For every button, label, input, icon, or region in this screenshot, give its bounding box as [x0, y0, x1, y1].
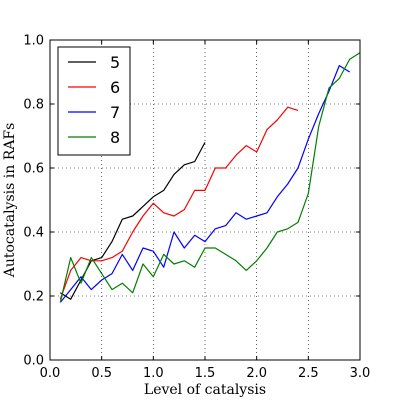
- x-tick-label: 1.5: [195, 366, 216, 381]
- x-axis-label: Level of catalysis: [144, 382, 266, 398]
- legend-label-7: 7: [110, 103, 120, 122]
- y-tick-label: 0.0: [23, 354, 44, 369]
- x-tick-label: 2.5: [298, 366, 319, 381]
- grid: [50, 40, 360, 360]
- axis-ticks: 0.0 0.5 1.0 1.5 2.0 2.5 3.0 0.0 0.2 0.4 0.6 0.8 1.0: [23, 34, 370, 382]
- legend: 5 6 7 8: [57, 46, 131, 156]
- x-tick-label: 0.5: [91, 366, 112, 381]
- y-tick-label: 0.6: [23, 162, 44, 177]
- y-tick-label: 0.8: [23, 98, 44, 113]
- y-tick-label: 1.0: [23, 34, 44, 49]
- series-line-7: [59, 64, 351, 303]
- x-tick-label: 2.0: [246, 366, 267, 381]
- series-line-6: [59, 106, 299, 300]
- legend-label-6: 6: [110, 78, 120, 97]
- x-tick-label: 1.0: [143, 366, 164, 381]
- y-tick-label: 0.2: [23, 290, 44, 305]
- legend-label-5: 5: [110, 53, 120, 72]
- legend-label-8: 8: [110, 128, 120, 147]
- series-lines: [59, 52, 361, 303]
- x-tick-label: 0.0: [40, 366, 61, 381]
- y-axis-label: Autocatalysis in RAFs: [2, 123, 18, 279]
- y-tick-label: 0.4: [23, 226, 44, 241]
- x-tick-label: 3.0: [350, 366, 371, 381]
- series-line-8: [59, 52, 361, 303]
